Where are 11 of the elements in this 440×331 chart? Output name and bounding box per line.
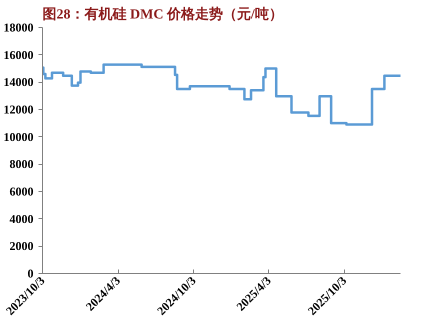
y-tick-label: 16000 [4, 48, 34, 62]
y-tick-label: 8000 [10, 157, 34, 172]
y-tick-label: 6000 [10, 184, 34, 198]
y-tick-label: 2000 [10, 239, 34, 254]
y-tick-label: 12000 [4, 102, 34, 116]
y-tick-label: 10000 [4, 130, 34, 144]
y-tick-label: 0 [28, 266, 34, 280]
chart-title: 图28：有机硅 DMC 价格走势（元/吨） [42, 6, 283, 22]
y-tick-label: 4000 [10, 212, 34, 226]
y-tick-label: 18000 [4, 20, 34, 34]
y-tick-label: 14000 [4, 75, 34, 90]
